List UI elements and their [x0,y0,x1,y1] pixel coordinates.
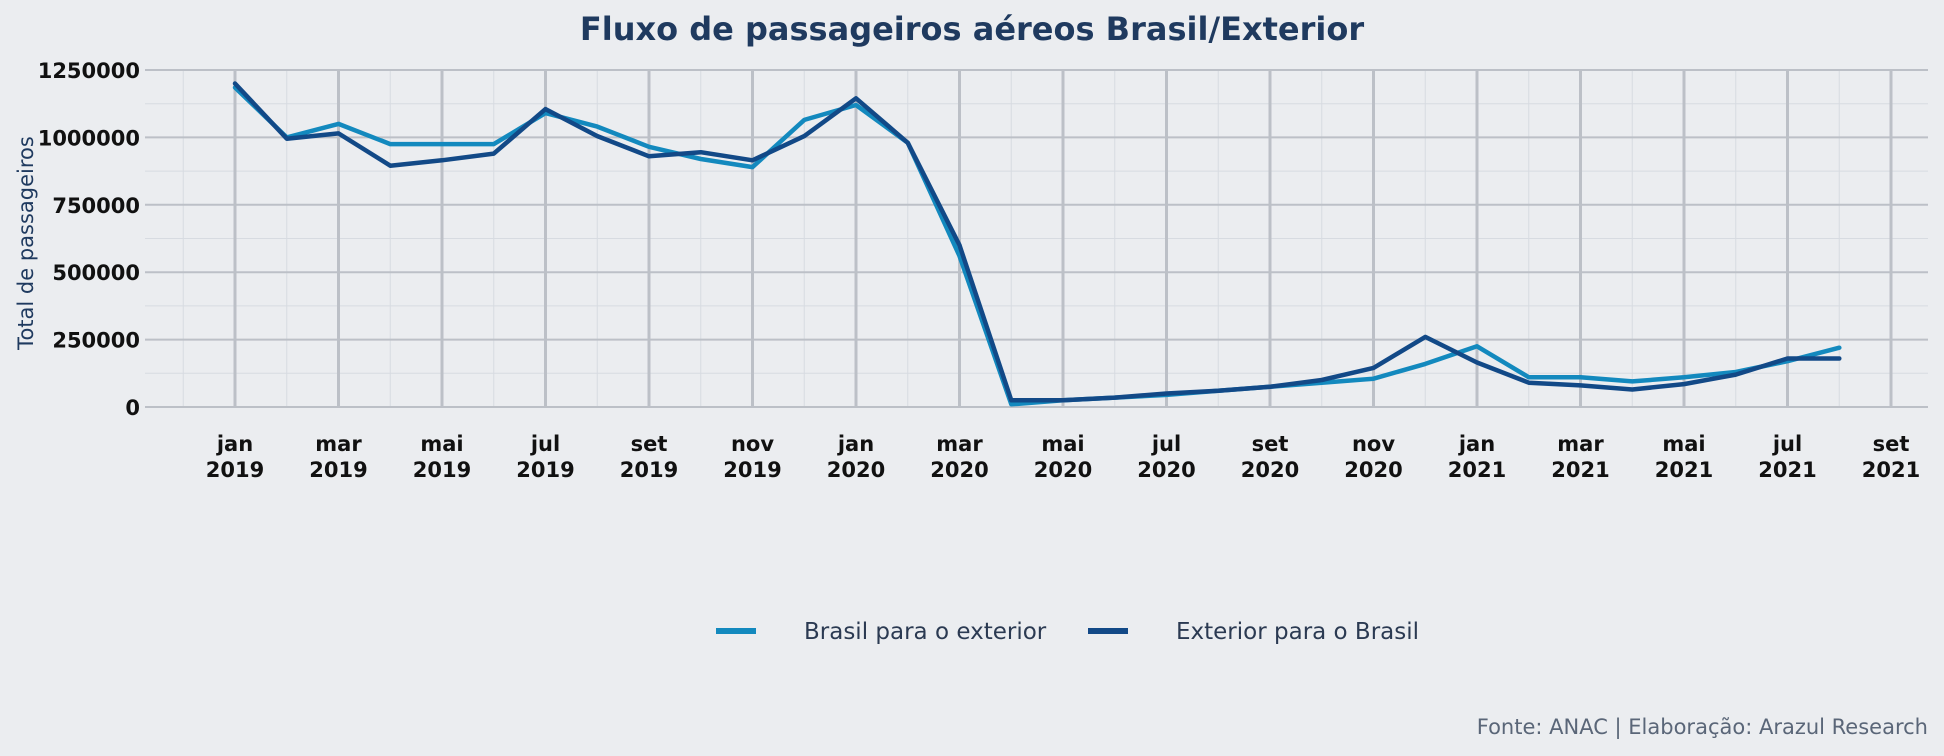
x-tick-label-month: mar [936,432,983,456]
y-tick-labels: 0 250000 500000 750000 1000000 1250000 [38,59,140,420]
legend-label: Exterior para o Brasil [1176,619,1419,645]
y-axis-label: Total de passageiros [14,136,38,351]
x-tick-label-year: 2021 [1448,458,1506,482]
series-lines [232,81,1842,407]
y-tick-label: 750000 [52,194,140,218]
x-tick-label-year: 2021 [1551,458,1609,482]
x-tick-label-month: mai [1662,432,1705,456]
series-line [232,81,1842,403]
x-tick-label-month: nov [731,432,774,456]
source-caption: Fonte: ANAC | Elaboração: Arazul Researc… [1477,715,1928,740]
y-tick-label: 500000 [52,261,140,285]
x-tick-label-year: 2019 [723,458,781,482]
x-tick-label-month: mar [1557,432,1604,456]
x-tick-label-year: 2019 [516,458,574,482]
major-gridlines [145,69,1928,408]
x-tick-label-month: mar [315,432,362,456]
x-tick-label-month: jul [530,432,560,456]
legend: Brasil para o exterior Exterior para o Br… [716,619,1419,645]
x-tick-label-year: 2020 [827,458,885,482]
x-tick-label-year: 2019 [206,458,264,482]
chart-title: Fluxo de passageiros aéreos Brasil/Exter… [580,10,1364,48]
x-tick-label-year: 2021 [1655,458,1713,482]
x-tick-label-year: 2021 [1862,458,1920,482]
x-tick-label-year: 2019 [620,458,678,482]
x-tick-label-month: mai [420,432,463,456]
x-tick-label-month: jan [216,432,253,456]
x-tick-label-year: 2020 [1344,458,1402,482]
x-tick-label-month: jan [837,432,874,456]
y-tick-label: 0 [125,396,140,420]
y-tick-label: 250000 [52,329,140,353]
x-tick-label-year: 2020 [1241,458,1299,482]
x-tick-label-year: 2021 [1758,458,1816,482]
series-line [232,85,1842,407]
x-tick-label-month: nov [1352,432,1395,456]
legend-label: Brasil para o exterior [804,619,1047,645]
x-tick-label-year: 2020 [930,458,988,482]
x-tick-label-month: jan [1458,432,1495,456]
x-tick-label-year: 2019 [413,458,471,482]
x-tick-label-month: jul [1772,432,1802,456]
y-tick-label: 1000000 [38,126,140,150]
y-tick-label: 1250000 [38,59,140,83]
x-tick-labels: jan2019mar2019mai2019jul2019set2019nov20… [206,432,1920,482]
x-tick-label-month: set [1252,432,1289,456]
minor-gridlines [145,70,1928,407]
x-tick-label-year: 2019 [309,458,367,482]
x-tick-label-month: mai [1041,432,1084,456]
x-tick-label-year: 2020 [1137,458,1195,482]
x-tick-label-month: set [1873,432,1910,456]
x-tick-label-month: set [631,432,668,456]
x-tick-label-year: 2020 [1034,458,1092,482]
x-tick-label-month: jul [1151,432,1181,456]
